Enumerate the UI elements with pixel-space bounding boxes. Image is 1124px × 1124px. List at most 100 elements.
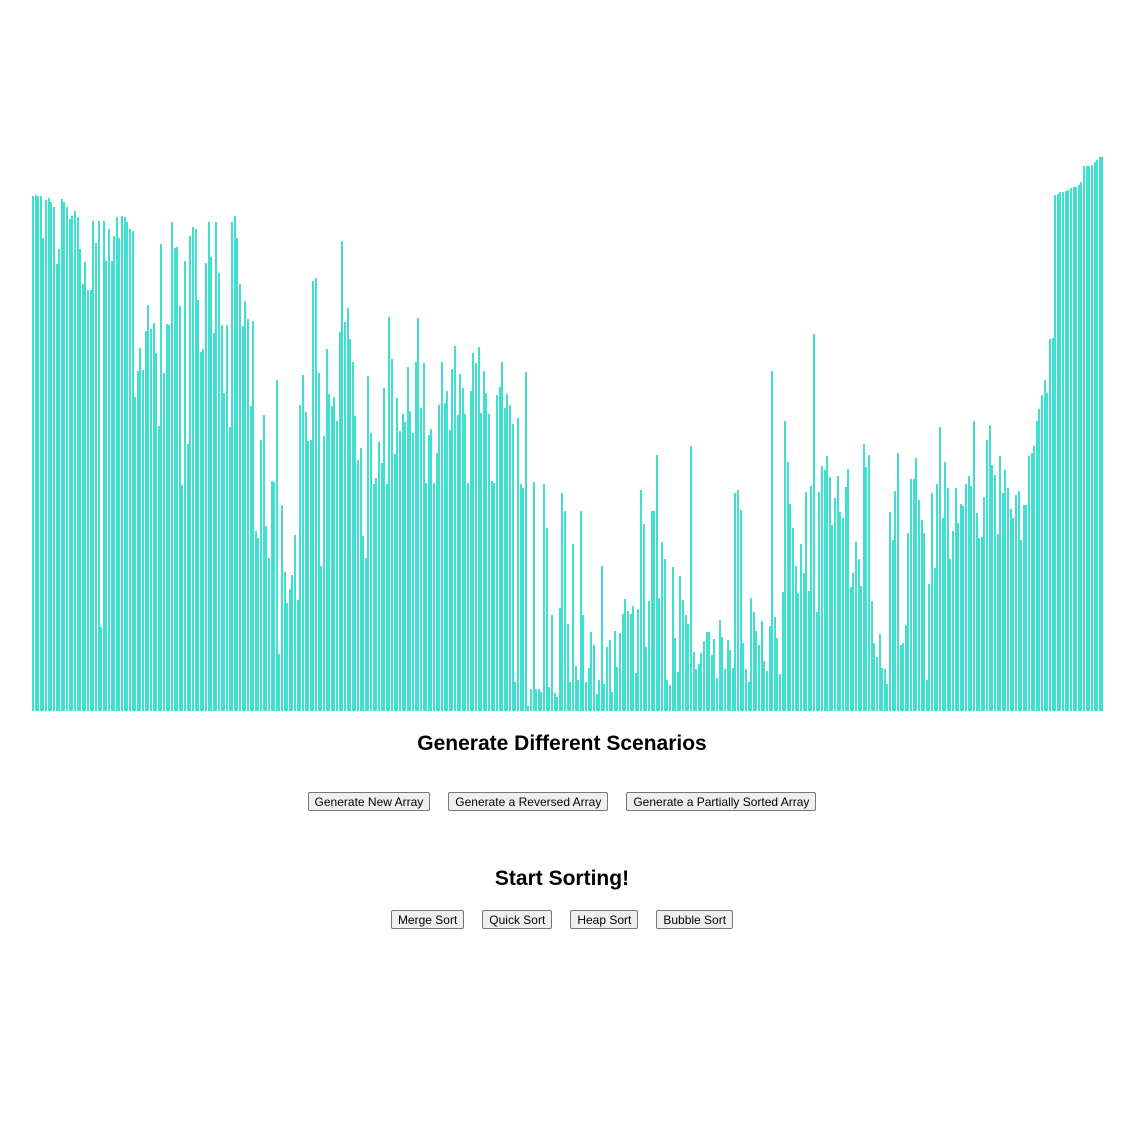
array-bar <box>438 404 441 711</box>
array-bar <box>674 637 677 711</box>
array-bar <box>181 485 184 711</box>
array-bar <box>592 644 595 711</box>
array-bar <box>207 222 210 711</box>
array-bar <box>1075 186 1078 711</box>
array-bar <box>737 489 740 711</box>
array-bar <box>81 283 84 711</box>
array-bar <box>747 681 750 711</box>
array-bar <box>807 590 810 711</box>
array-bar <box>1030 452 1033 711</box>
array-bar <box>820 466 823 711</box>
array-bar <box>149 328 152 711</box>
array-bar <box>896 452 899 711</box>
array-bar <box>784 421 787 711</box>
array-bar <box>503 407 506 711</box>
array-bar <box>163 373 166 711</box>
array-bar <box>108 228 110 711</box>
array-bar <box>1090 164 1093 711</box>
heap-sort-button[interactable]: Heap Sort <box>570 910 639 929</box>
array-bar <box>951 531 954 711</box>
array-bar <box>687 624 690 711</box>
array-bar <box>451 369 454 711</box>
array-bar <box>1014 494 1017 711</box>
array-bar <box>385 484 388 711</box>
array-bar <box>933 568 936 711</box>
array-bar <box>912 479 915 711</box>
array-bar <box>197 300 200 711</box>
array-bar <box>414 362 417 711</box>
array-bar <box>904 624 907 711</box>
array-bar <box>32 196 34 711</box>
array-bar <box>73 211 76 711</box>
array-bar <box>417 317 420 711</box>
array-bar <box>84 261 87 711</box>
array-bar <box>346 308 349 711</box>
bubble-sort-button[interactable]: Bubble Sort <box>656 910 734 929</box>
array-bar <box>558 608 561 711</box>
array-bar <box>482 370 485 711</box>
array-bar <box>999 456 1002 711</box>
array-bar <box>39 196 42 711</box>
array-bar <box>524 371 527 711</box>
array-bar <box>980 536 983 711</box>
array-bar <box>676 672 679 711</box>
array-bar <box>404 422 407 711</box>
array-bar <box>765 671 768 711</box>
array-bar <box>55 264 58 711</box>
array-bar <box>330 405 333 711</box>
array-bar <box>511 424 514 711</box>
array-bar <box>1009 508 1012 711</box>
array-bar <box>862 444 865 711</box>
array-bar <box>632 605 635 711</box>
generate-new-array-button[interactable]: Generate New Array <box>307 792 431 811</box>
array-bar <box>71 216 74 711</box>
array-bar <box>165 323 168 711</box>
array-bar <box>257 538 260 711</box>
array-bar <box>233 216 236 711</box>
generate-partially-sorted-array-button[interactable]: Generate a Partially Sorted Array <box>626 792 817 811</box>
array-bar <box>228 426 231 711</box>
array-bar <box>799 543 802 711</box>
array-bar <box>338 332 341 711</box>
generate-reversed-array-button[interactable]: Generate a Reversed Array <box>448 792 609 811</box>
array-bar <box>878 634 881 711</box>
array-bar <box>540 692 543 711</box>
merge-sort-button[interactable]: Merge Sort <box>390 910 465 929</box>
quick-sort-button[interactable]: Quick Sort <box>482 910 553 929</box>
array-bar <box>1033 445 1036 711</box>
array-bar <box>658 597 661 711</box>
array-bar <box>606 646 608 711</box>
array-bar <box>621 614 624 711</box>
array-bar <box>52 206 55 711</box>
array-bar <box>218 273 221 711</box>
array-bar <box>189 236 192 711</box>
array-bar <box>115 217 118 711</box>
array-bar <box>419 407 422 711</box>
array-bar <box>412 432 415 711</box>
array-bar <box>910 479 913 711</box>
array-bar <box>270 480 273 711</box>
array-bar <box>472 353 475 711</box>
array-bar <box>89 289 92 711</box>
array-bar <box>1043 379 1046 711</box>
array-bar <box>891 540 894 711</box>
array-bar <box>938 426 941 711</box>
array-bar <box>543 484 546 711</box>
array-bar <box>805 492 808 711</box>
array-bar <box>729 650 732 711</box>
array-bar <box>653 510 656 711</box>
array-bar <box>430 429 433 711</box>
array-bar <box>254 531 257 711</box>
array-bar <box>102 220 105 711</box>
array-bar <box>928 583 931 711</box>
array-bar <box>509 404 512 711</box>
array-bar <box>587 667 590 711</box>
array-bar <box>34 195 37 711</box>
array-bar <box>1007 487 1010 711</box>
array-bar <box>773 617 776 711</box>
array-bar <box>965 484 968 711</box>
array-bar <box>223 392 226 711</box>
array-bar <box>875 657 878 711</box>
array-bar <box>249 405 252 711</box>
array-bar <box>152 322 155 711</box>
